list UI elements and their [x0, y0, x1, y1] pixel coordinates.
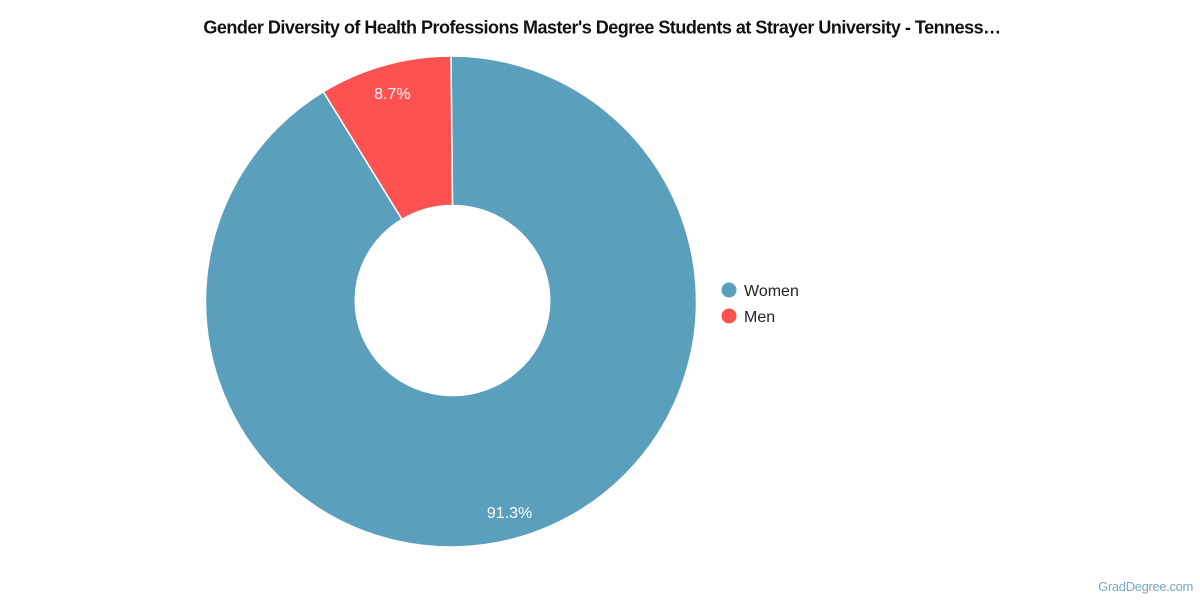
svg-text:Gender Diversity of Health Pro: Gender Diversity of Health Professions M…	[203, 18, 1000, 38]
svg-text:Women: Women	[744, 283, 799, 300]
svg-text:GradDegree.com: GradDegree.com	[1098, 579, 1193, 594]
svg-text:91.3%: 91.3%	[487, 505, 532, 522]
svg-text:Men: Men	[744, 309, 775, 326]
svg-text:8.7%: 8.7%	[374, 86, 410, 103]
